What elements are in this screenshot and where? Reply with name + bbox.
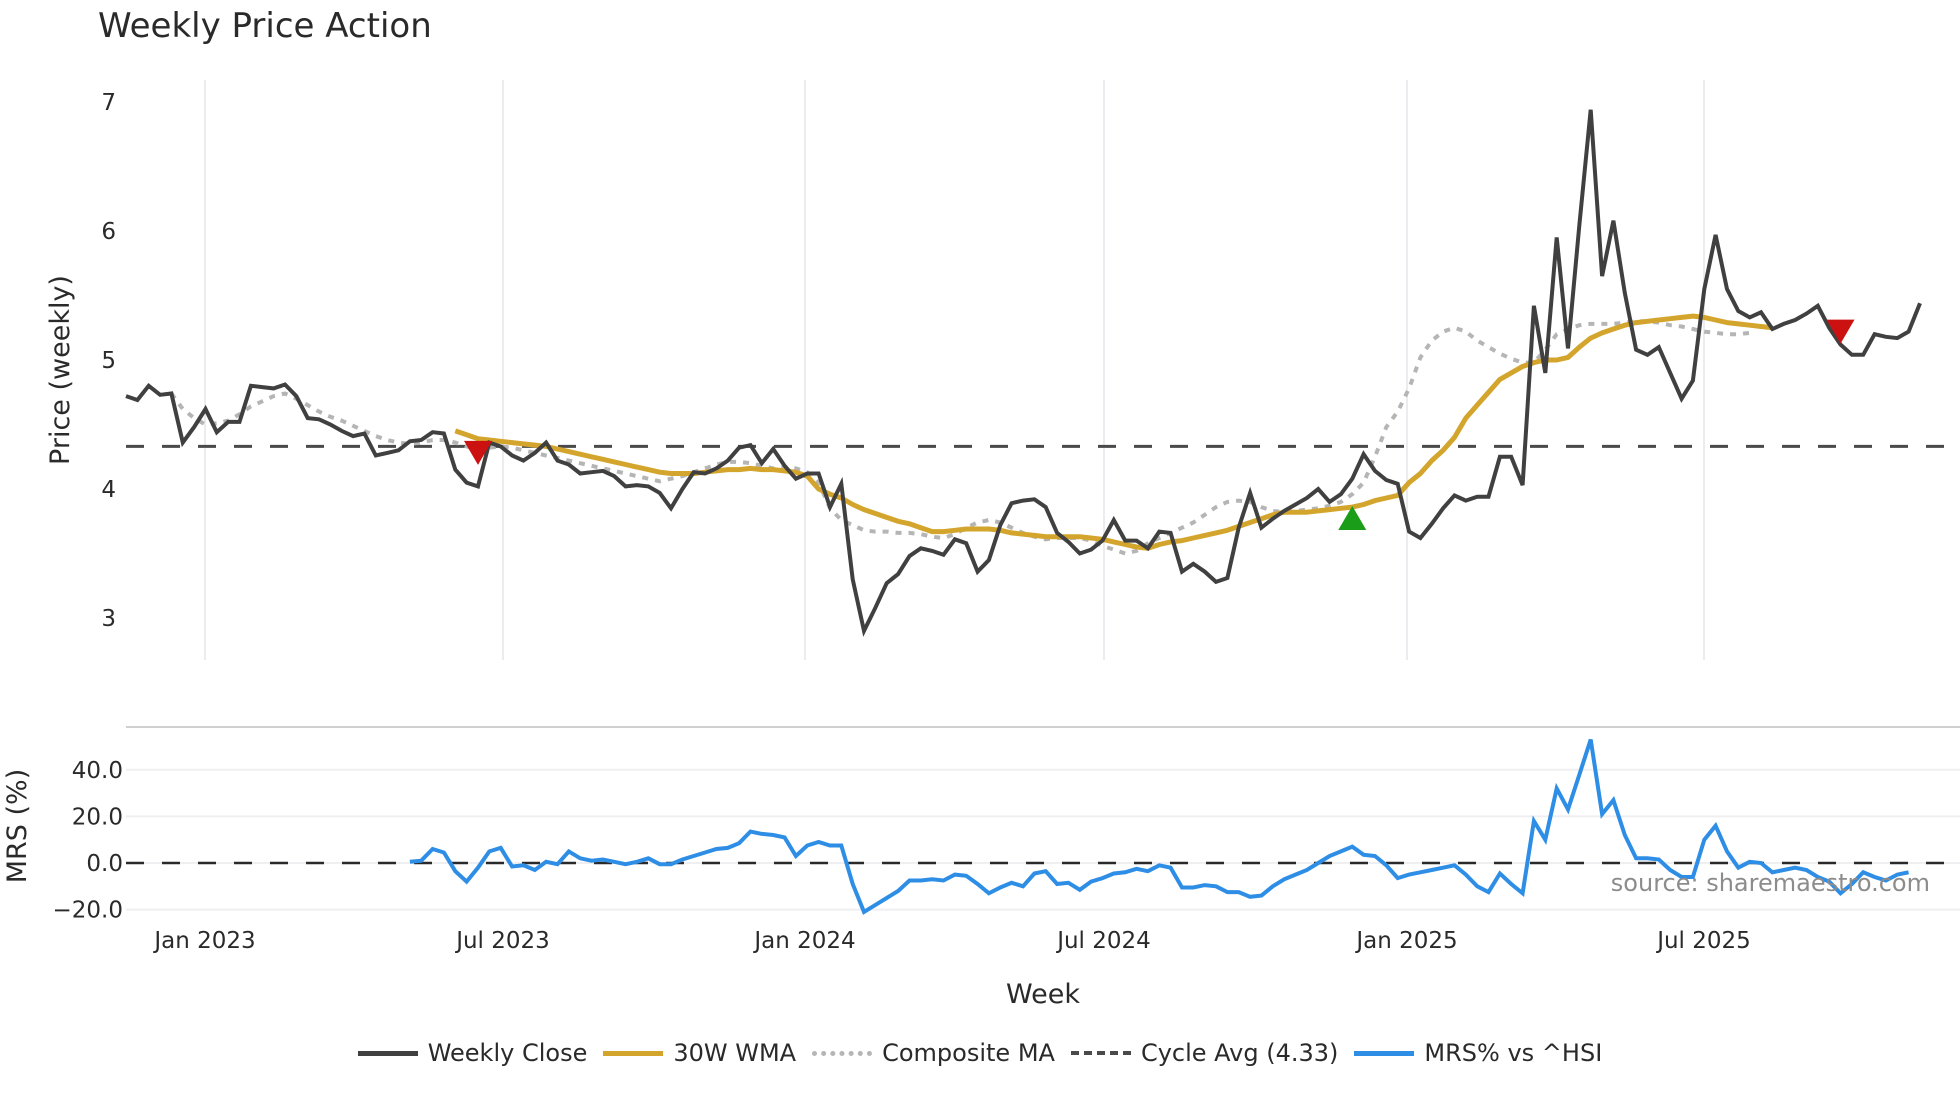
mrs-y-axis: −20.0 0.0 20.0 40.0: [53, 758, 123, 924]
price-y-axis-title: Price (weekly): [45, 275, 76, 465]
wma-line: [454, 313, 1773, 551]
legend-item-mrs: MRS% vs ^HSI: [1354, 1039, 1602, 1067]
buy-signal-marker: [1338, 505, 1367, 530]
legend-label: Composite MA: [882, 1039, 1055, 1067]
price-gridlines: [204, 80, 1705, 660]
mrs-y-tick: 0.0: [86, 851, 123, 877]
price-y-axis: 3 4 5 6 7: [101, 90, 116, 632]
price-y-tick: 7: [101, 90, 116, 116]
legend-swatch: [357, 1050, 418, 1056]
source-watermark: source: sharemaestro.com: [1611, 869, 1930, 897]
legend-item-weekly-close: Weekly Close: [357, 1039, 588, 1067]
sell-signal-marker: [1826, 319, 1855, 344]
mrs-y-tick: 20.0: [72, 804, 123, 830]
weekly-close-line: [125, 109, 1922, 637]
x-tick: Jul 2023: [454, 928, 550, 954]
legend-swatch: [1070, 1051, 1131, 1055]
legend-label: MRS% vs ^HSI: [1424, 1039, 1603, 1067]
mrs-y-tick: 40.0: [72, 758, 123, 784]
legend-label: 30W WMA: [673, 1039, 797, 1067]
legend-label: Weekly Close: [427, 1039, 588, 1067]
mrs-y-axis-title: MRS (%): [2, 769, 33, 884]
legend-item-cycle-avg: Cycle Avg (4.33): [1070, 1039, 1339, 1067]
sell-signal-marker: [463, 440, 492, 465]
x-tick: Jul 2024: [1055, 928, 1151, 954]
x-tick: Jan 2025: [1354, 928, 1457, 954]
legend: Weekly Close 30W WMA Composite MA Cycle Avg…: [0, 1036, 1960, 1070]
legend-item-wma: 30W WMA: [603, 1039, 796, 1067]
x-tick: Jan 2024: [752, 928, 855, 954]
x-tick: Jul 2025: [1655, 928, 1751, 954]
legend-swatch: [1354, 1050, 1415, 1056]
mrs-y-tick: −20.0: [53, 898, 123, 924]
mrs-line: [409, 738, 1909, 915]
legend-swatch: [812, 1050, 873, 1056]
x-axis: Jan 2023 Jul 2023 Jan 2024 Jul 2024 Jan 2025…: [152, 928, 1750, 954]
price-y-tick: 6: [101, 219, 116, 245]
price-y-tick: 3: [101, 606, 116, 632]
composite-ma-line: [169, 319, 1750, 556]
price-y-tick: 5: [101, 348, 116, 374]
signal-markers: [463, 319, 1855, 530]
x-axis-title: Week: [1006, 979, 1080, 1010]
chart-title: Weekly Price Action: [98, 6, 432, 46]
price-y-tick: 4: [101, 477, 116, 503]
legend-swatch: [603, 1050, 664, 1056]
legend-label: Cycle Avg (4.33): [1140, 1039, 1339, 1067]
legend-item-composite: Composite MA: [812, 1039, 1055, 1067]
x-tick: Jan 2023: [152, 928, 255, 954]
